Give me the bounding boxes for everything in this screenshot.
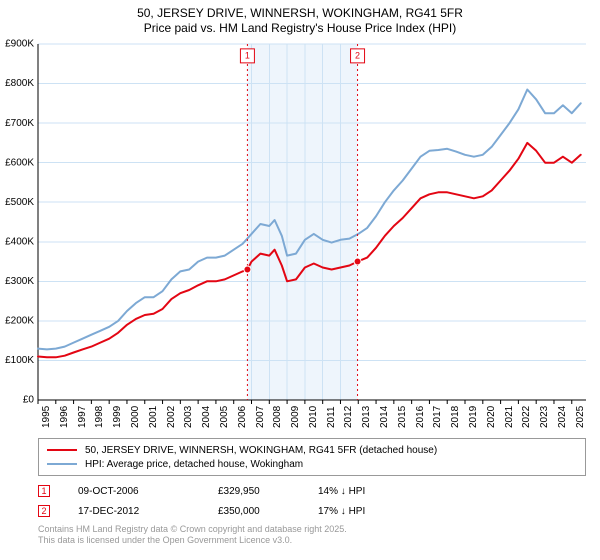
- x-tick-label: 1997: [77, 406, 88, 428]
- svg-text:£900K: £900K: [5, 39, 34, 50]
- x-tick-label: 2010: [308, 406, 319, 428]
- event-delta-2: 17% ↓ HPI: [318, 506, 418, 517]
- x-tick-label: 1998: [94, 406, 105, 428]
- chart-svg: £0£100K£200K£300K£400K£500K£600K£700K£80…: [38, 44, 586, 400]
- title-line-2: Price paid vs. HM Land Registry's House …: [0, 21, 600, 36]
- legend-label-hpi: HPI: Average price, detached house, Woki…: [85, 459, 303, 470]
- x-tick-label: 2007: [255, 406, 266, 428]
- legend-item-hpi: HPI: Average price, detached house, Woki…: [47, 457, 577, 471]
- x-tick-label: 1996: [59, 406, 70, 428]
- event-price-1: £329,950: [218, 486, 318, 497]
- svg-text:£700K: £700K: [5, 118, 34, 129]
- x-tick-label: 2023: [539, 406, 550, 428]
- event-date-2: 17-DEC-2012: [78, 506, 218, 517]
- x-tick-label: 2009: [290, 406, 301, 428]
- event-row-2: 2 17-DEC-2012 £350,000 17% ↓ HPI: [38, 502, 586, 520]
- x-tick-label: 2001: [148, 406, 159, 428]
- event-badge-2: 2: [38, 505, 50, 517]
- x-tick-label: 2014: [379, 406, 390, 428]
- x-tick-label: 2003: [183, 406, 194, 428]
- legend-swatch-hpi: [47, 463, 77, 465]
- x-tick-label: 1999: [112, 406, 123, 428]
- x-tick-label: 2002: [166, 406, 177, 428]
- x-tick-label: 2020: [486, 406, 497, 428]
- svg-text:1: 1: [245, 51, 250, 61]
- svg-text:£200K: £200K: [5, 316, 34, 327]
- svg-text:£500K: £500K: [5, 197, 34, 208]
- chart-plot-area: £0£100K£200K£300K£400K£500K£600K£700K£80…: [38, 44, 586, 400]
- x-tick-label: 2025: [575, 406, 586, 428]
- x-tick-label: 2012: [343, 406, 354, 428]
- x-tick-label: 2004: [201, 406, 212, 428]
- x-tick-label: 2015: [397, 406, 408, 428]
- svg-text:£400K: £400K: [5, 236, 34, 247]
- x-tick-label: 2016: [415, 406, 426, 428]
- event-row-1: 1 09-OCT-2006 £329,950 14% ↓ HPI: [38, 482, 586, 500]
- x-tick-label: 2018: [450, 406, 461, 428]
- event-badge-1: 1: [38, 485, 50, 497]
- x-tick-label: 2017: [432, 406, 443, 428]
- x-tick-label: 2019: [468, 406, 479, 428]
- x-tick-label: 2008: [272, 406, 283, 428]
- legend-item-price-paid: 50, JERSEY DRIVE, WINNERSH, WOKINGHAM, R…: [47, 443, 577, 457]
- svg-text:£300K: £300K: [5, 276, 34, 287]
- legend-label-price-paid: 50, JERSEY DRIVE, WINNERSH, WOKINGHAM, R…: [85, 445, 437, 456]
- chart-container: 50, JERSEY DRIVE, WINNERSH, WOKINGHAM, R…: [0, 0, 600, 560]
- event-date-1: 09-OCT-2006: [78, 486, 218, 497]
- events-table: 1 09-OCT-2006 £329,950 14% ↓ HPI 2 17-DE…: [38, 482, 586, 522]
- x-tick-label: 2006: [237, 406, 248, 428]
- x-tick-label: 2024: [557, 406, 568, 428]
- x-tick-label: 1995: [41, 406, 52, 428]
- event-delta-1: 14% ↓ HPI: [318, 486, 418, 497]
- x-tick-label: 2011: [326, 406, 337, 428]
- svg-text:£100K: £100K: [5, 355, 34, 366]
- svg-text:£800K: £800K: [5, 78, 34, 89]
- event-price-2: £350,000: [218, 506, 318, 517]
- legend-swatch-price-paid: [47, 449, 77, 451]
- title-block: 50, JERSEY DRIVE, WINNERSH, WOKINGHAM, R…: [0, 0, 600, 36]
- x-tick-label: 2000: [130, 406, 141, 428]
- x-tick-label: 2022: [521, 406, 532, 428]
- svg-text:£600K: £600K: [5, 157, 34, 168]
- svg-text:£0: £0: [23, 395, 35, 406]
- footer-line-2: This data is licensed under the Open Gov…: [38, 535, 347, 546]
- title-line-1: 50, JERSEY DRIVE, WINNERSH, WOKINGHAM, R…: [0, 6, 600, 21]
- x-axis-labels: 1995 1996 1997 1998 1999 2000 2001 2002 2003 2004…: [38, 402, 586, 432]
- x-tick-label: 2005: [219, 406, 230, 428]
- svg-text:2: 2: [355, 51, 360, 61]
- footer-attribution: Contains HM Land Registry data © Crown c…: [38, 524, 347, 547]
- legend: 50, JERSEY DRIVE, WINNERSH, WOKINGHAM, R…: [38, 438, 586, 476]
- x-tick-label: 2021: [504, 406, 515, 428]
- footer-line-1: Contains HM Land Registry data © Crown c…: [38, 524, 347, 535]
- x-tick-label: 2013: [361, 406, 372, 428]
